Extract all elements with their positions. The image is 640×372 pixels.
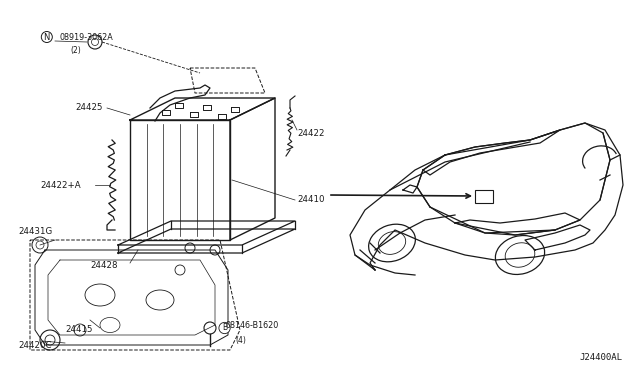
Text: 08146-B1620: 08146-B1620 [225,321,278,330]
Text: 08919-3062A: 08919-3062A [59,32,113,42]
Text: 24425: 24425 [75,103,102,112]
Text: 24422+A: 24422+A [40,180,81,189]
Text: 24410: 24410 [297,196,324,205]
Text: (4): (4) [235,336,246,344]
Text: (2): (2) [70,45,81,55]
Text: 24428: 24428 [90,260,118,269]
Text: B: B [222,324,227,333]
Text: 24415: 24415 [65,326,93,334]
Text: 24422: 24422 [297,128,324,138]
Text: 24420C: 24420C [18,340,51,350]
Text: J24400AL: J24400AL [579,353,622,362]
Text: N: N [44,32,50,42]
Text: 24431G: 24431G [18,228,52,237]
Bar [475,190,493,203]
